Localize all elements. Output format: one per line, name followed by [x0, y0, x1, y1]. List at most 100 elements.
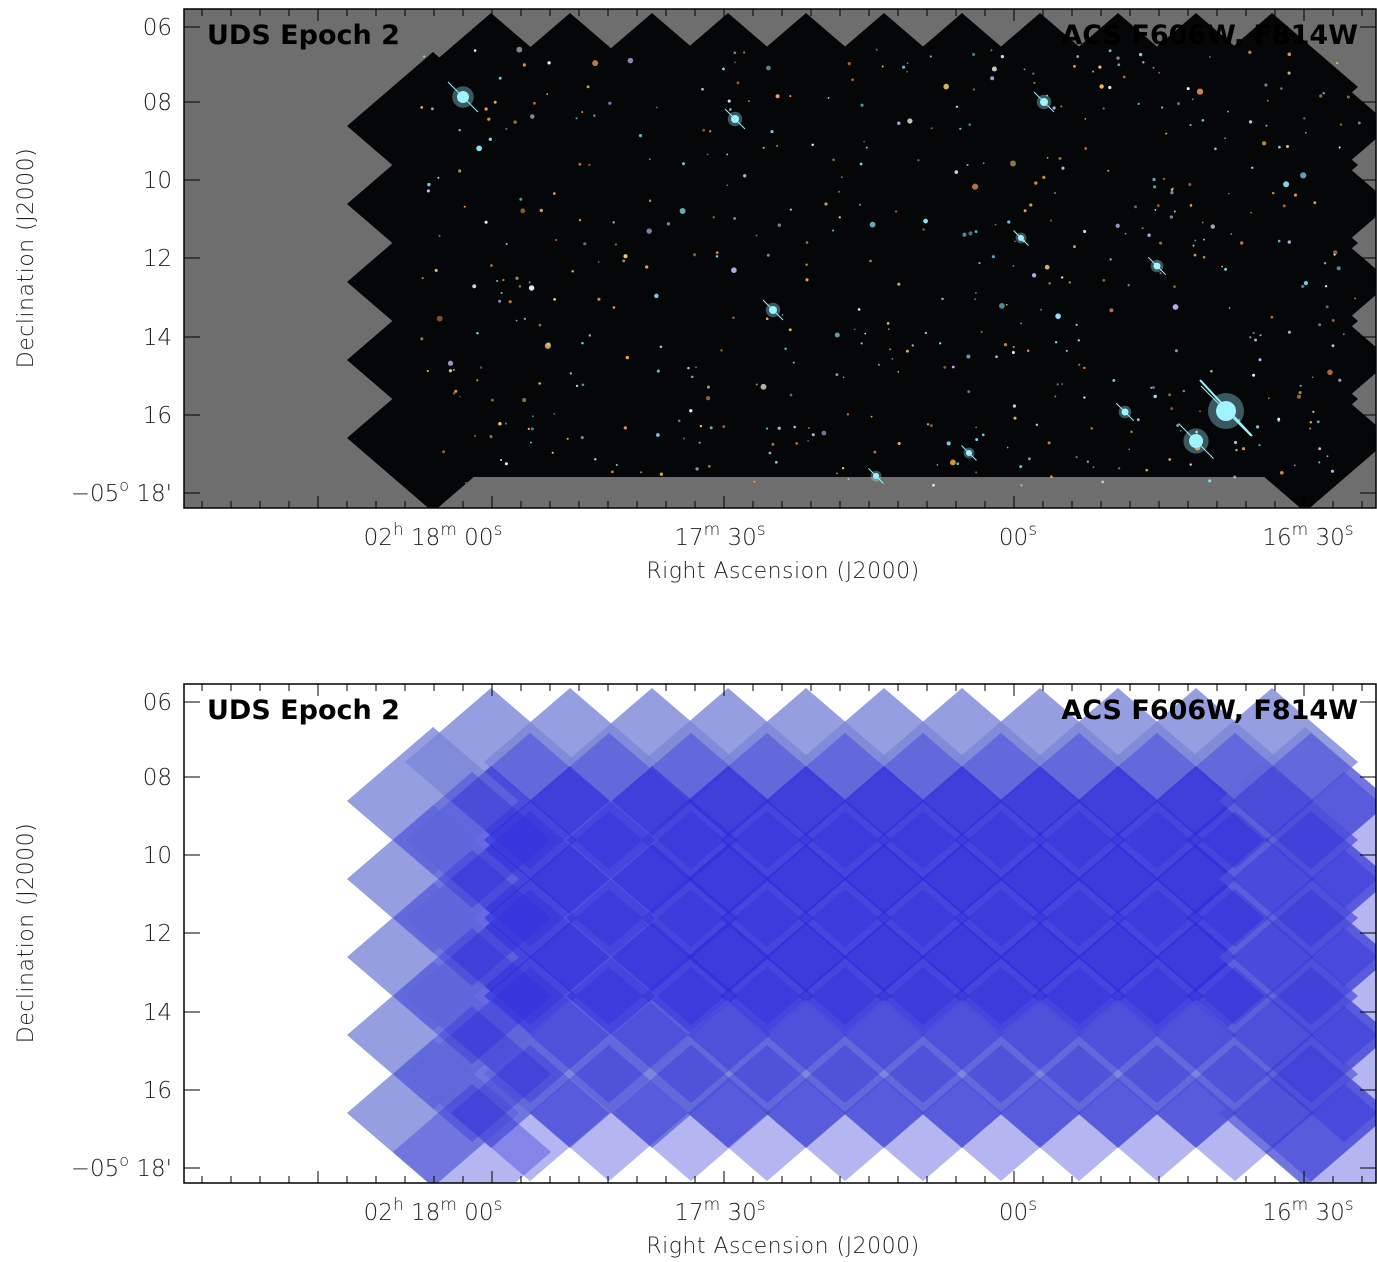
- star: [532, 101, 536, 105]
- star: [1138, 52, 1143, 57]
- star: [1165, 132, 1168, 135]
- star: [1224, 137, 1226, 140]
- star: [922, 228, 925, 231]
- star: [1108, 49, 1112, 53]
- star: [1318, 461, 1321, 464]
- star: [1309, 420, 1313, 424]
- star: [1203, 238, 1205, 241]
- star: [529, 441, 532, 444]
- star: [614, 243, 617, 246]
- star: [894, 210, 898, 213]
- star: [995, 355, 998, 359]
- exposure-tile-overlap: [529, 1044, 689, 1182]
- bottom-xlabel: Right Ascension (J2000): [646, 1234, 919, 1259]
- star: [1277, 239, 1281, 243]
- star: [490, 398, 494, 402]
- star: [1153, 394, 1157, 399]
- star: [645, 265, 649, 269]
- star: [648, 199, 652, 202]
- star: [588, 334, 592, 337]
- exposure-tile-overlap: [529, 732, 689, 870]
- star: [702, 128, 706, 132]
- bottom-panel-label-left: UDS Epoch 2: [207, 695, 400, 726]
- star: [505, 242, 508, 246]
- star: [859, 162, 863, 166]
- exposure-tile: [347, 961, 519, 1109]
- star: [1191, 98, 1194, 101]
- star: [840, 176, 843, 179]
- star: [1271, 191, 1275, 195]
- star: [991, 66, 997, 72]
- star: [990, 49, 993, 52]
- star: [695, 467, 699, 471]
- star: [860, 103, 864, 107]
- star: [1086, 460, 1089, 463]
- star: [906, 70, 909, 73]
- star: [709, 426, 713, 430]
- star: [530, 427, 534, 431]
- star: [1170, 191, 1174, 195]
- star: [530, 114, 535, 119]
- exposure-tile-overlap: [921, 888, 1081, 1026]
- star: [975, 426, 977, 429]
- star: [498, 299, 502, 303]
- star: [1338, 146, 1341, 149]
- star: [781, 313, 784, 316]
- bottom-panel: UDS Epoch 2 ACS F606W, F814W: [183, 683, 1377, 1184]
- star: [427, 182, 431, 187]
- star: [1330, 469, 1335, 473]
- star: [881, 65, 884, 68]
- star: [1282, 204, 1286, 208]
- star: [1316, 420, 1320, 424]
- star: [1005, 303, 1008, 306]
- x-tick-label: 17m 30s: [674, 520, 765, 551]
- star: [1233, 440, 1238, 445]
- star: [1011, 351, 1015, 354]
- star: [420, 105, 424, 109]
- top-ylabel: Declination (J2000): [14, 148, 39, 369]
- star: [1210, 224, 1216, 229]
- exposure-tile-overlap: [392, 1083, 552, 1183]
- star: [1287, 52, 1292, 57]
- star: [1033, 81, 1036, 85]
- star: [793, 425, 796, 429]
- star: [771, 442, 775, 446]
- star: [1102, 107, 1105, 110]
- star: [1083, 396, 1086, 399]
- star: [623, 254, 628, 259]
- star: [638, 133, 643, 138]
- exposure-tile-overlap: [843, 732, 1003, 870]
- star: [762, 146, 765, 149]
- star: [1109, 258, 1112, 261]
- star: [1303, 117, 1306, 120]
- y-tick-label: 10: [143, 843, 172, 869]
- x-tick-label: 16m 30s: [1262, 1195, 1353, 1226]
- star: [1228, 307, 1231, 309]
- star: [946, 441, 951, 446]
- exposure-tile-overlap: [611, 810, 771, 948]
- star: [975, 292, 977, 294]
- bright-star: [961, 445, 977, 461]
- star: [459, 395, 461, 398]
- star: [1170, 407, 1174, 411]
- bright-star: [762, 299, 784, 321]
- star: [1127, 284, 1130, 287]
- bright-star: [868, 468, 884, 484]
- exposure-tile-overlap: [843, 810, 1003, 948]
- star: [1298, 391, 1302, 394]
- star: [1083, 366, 1086, 370]
- star: [875, 48, 878, 51]
- star: [1152, 386, 1155, 389]
- star: [768, 451, 772, 455]
- star: [897, 121, 901, 125]
- star: [863, 140, 865, 143]
- star: [1007, 220, 1011, 224]
- star: [581, 111, 584, 113]
- star: [1046, 94, 1049, 97]
- star: [666, 222, 671, 226]
- star: [490, 264, 493, 267]
- star: [777, 426, 781, 430]
- star: [1168, 458, 1172, 461]
- star: [1061, 166, 1065, 170]
- star: [689, 409, 693, 413]
